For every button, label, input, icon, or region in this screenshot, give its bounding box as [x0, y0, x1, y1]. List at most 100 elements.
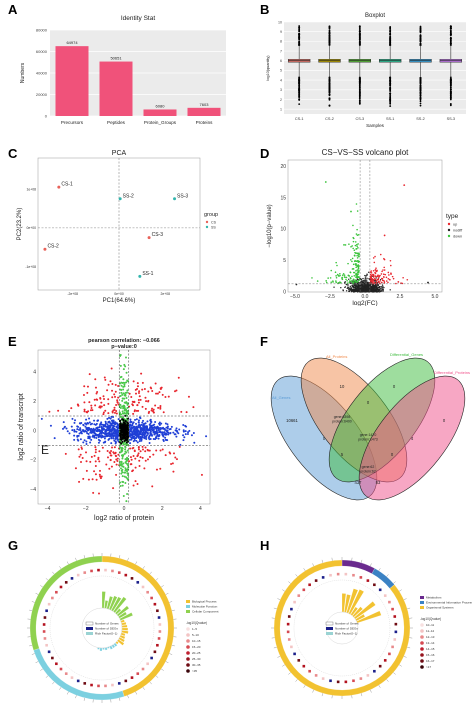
down-point	[337, 281, 340, 284]
red-point	[113, 393, 116, 396]
up-point	[371, 280, 374, 283]
blue-point	[182, 439, 185, 442]
rich-factor-bar	[121, 627, 129, 631]
down-point	[352, 263, 355, 266]
ring-tick	[277, 656, 281, 658]
category-ring-segment	[341, 559, 375, 574]
red-point	[130, 458, 133, 461]
black-point	[126, 437, 129, 440]
ring-tick	[312, 689, 314, 693]
down-point	[344, 276, 346, 279]
down-point	[342, 273, 345, 275]
black-point	[124, 439, 127, 442]
qvalue-marker	[90, 569, 93, 573]
red-point	[78, 480, 81, 483]
blue-point	[80, 432, 83, 435]
blue-point	[136, 428, 139, 431]
up-point	[373, 278, 376, 280]
nodiff-point	[370, 289, 373, 291]
ring-tick	[386, 574, 389, 577]
red-point	[107, 402, 110, 405]
up-point	[380, 277, 383, 280]
ring-tick	[295, 574, 298, 577]
panel-label-a: A	[8, 2, 18, 17]
venn-count: 0	[391, 452, 394, 457]
qvalue-marker	[297, 594, 301, 597]
red-point	[151, 407, 154, 410]
blue-point	[159, 430, 162, 433]
nodiff-point	[379, 279, 382, 281]
ring-tick	[303, 568, 306, 571]
scale-key	[420, 623, 424, 627]
outlier-point	[328, 78, 331, 81]
red-point	[78, 455, 81, 458]
nodiff-point	[364, 280, 366, 282]
outlier-point	[389, 30, 392, 33]
blue-point	[85, 423, 88, 426]
qvalue-marker	[51, 596, 54, 600]
blue-point	[71, 417, 74, 420]
blue-point	[148, 442, 151, 445]
down-point	[352, 224, 354, 227]
ring-tick	[295, 679, 298, 682]
nodiff-point	[371, 286, 373, 289]
x-tick-label: 0	[123, 506, 126, 512]
red-point	[132, 412, 135, 415]
down-point	[335, 261, 337, 264]
up-point	[380, 281, 383, 284]
ring-tick	[149, 571, 152, 575]
red-point	[94, 448, 97, 451]
down-point	[355, 270, 357, 272]
red-point	[98, 460, 101, 463]
category-legend-label: Cellular Component	[192, 610, 219, 614]
qvalue-marker	[378, 664, 382, 668]
blue-point	[84, 425, 87, 428]
box-ss-3	[439, 25, 463, 107]
green-point	[120, 454, 123, 457]
down-point	[340, 281, 342, 284]
down-point	[351, 260, 353, 263]
red-point	[105, 463, 108, 466]
x-tick-label: CS-2	[325, 117, 334, 121]
qvalue-marker	[373, 583, 376, 587]
down-point	[354, 280, 357, 282]
outlier-point	[298, 43, 301, 46]
blue-point	[174, 433, 177, 436]
blue-point	[135, 434, 138, 437]
red-point	[136, 382, 139, 385]
red-point	[103, 398, 106, 401]
blue-point	[149, 419, 152, 422]
blue-point	[113, 425, 116, 428]
qvalue-marker	[97, 684, 100, 688]
red-point	[100, 475, 103, 478]
blue-point	[136, 432, 139, 435]
red-point	[67, 410, 70, 413]
blue-point	[182, 429, 185, 432]
red-point	[171, 462, 174, 465]
qvalue-marker	[336, 680, 340, 684]
red-point	[128, 405, 131, 408]
red-point	[94, 404, 97, 407]
qvalue-marker	[388, 652, 391, 656]
blue-point	[92, 434, 95, 437]
scale-key	[186, 633, 190, 637]
nodiff-point	[366, 288, 368, 290]
red-point	[132, 455, 135, 458]
green-point	[120, 448, 123, 451]
blue-point	[82, 423, 85, 426]
green-point	[126, 449, 129, 452]
nodiff-point	[376, 288, 378, 290]
red-point	[155, 468, 158, 471]
blue-point	[183, 436, 186, 439]
red-point	[80, 447, 83, 450]
pca-point	[147, 236, 151, 240]
blue-point	[82, 430, 85, 433]
red-point	[87, 478, 90, 481]
nodiff-point	[377, 286, 379, 289]
red-point	[86, 411, 89, 414]
qvalue-marker	[352, 679, 355, 683]
down-point	[336, 273, 339, 276]
down-point	[355, 233, 358, 235]
outlier-point	[419, 25, 422, 28]
qvalue-marker	[158, 630, 162, 633]
